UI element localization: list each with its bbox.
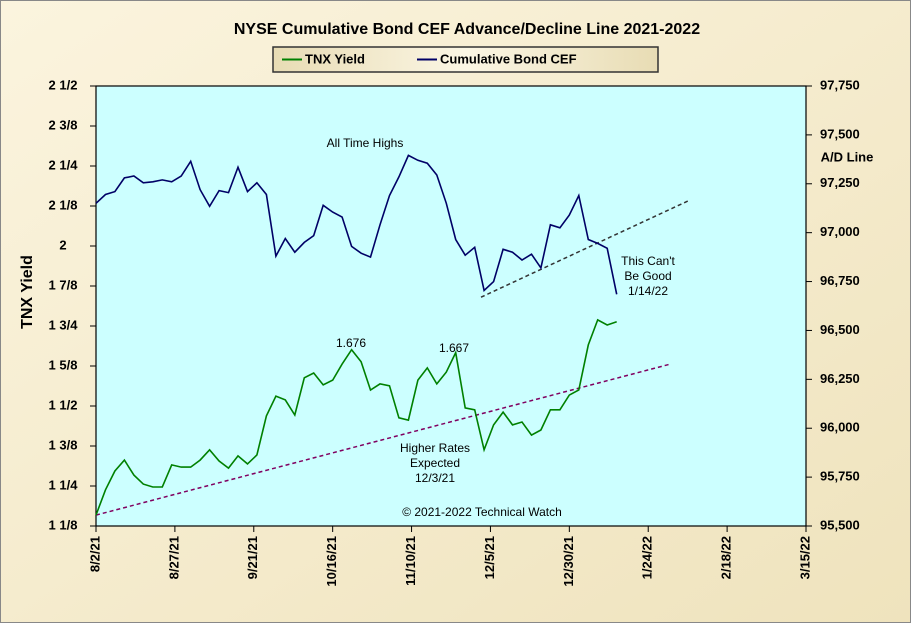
- y-tick-label: 2 1/4: [49, 157, 79, 172]
- trend-line: [95, 363, 671, 516]
- annotation: 1.676: [336, 336, 366, 350]
- chart-title: NYSE Cumulative Bond CEF Advance/Decline…: [234, 21, 700, 38]
- x-tick-label: 9/21/21: [245, 536, 260, 579]
- annotation: © 2021-2022 Technical Watch: [402, 505, 562, 519]
- x-tick-label: 8/2/21: [87, 536, 102, 572]
- x-tick-label: 2/18/22: [719, 536, 734, 579]
- x-tick-label: 3/15/22: [797, 536, 812, 579]
- annotation: All Time Highs: [327, 136, 404, 150]
- trend-line: [480, 199, 690, 298]
- legend-label: Cumulative Bond CEF: [440, 51, 577, 66]
- legend-label: TNX Yield: [305, 51, 365, 66]
- legend: [272, 46, 659, 73]
- annotation: 1/14/22: [628, 284, 668, 298]
- y2-tick-label: 97,000: [820, 224, 860, 239]
- y2-tick-label: 96,250: [820, 371, 860, 386]
- series-line: [95, 154, 618, 295]
- y-tick-label: 1 5/8: [49, 357, 78, 372]
- y2-tick-label: 95,500: [820, 517, 860, 532]
- x-tick-label: 11/10/21: [403, 536, 418, 586]
- x-tick-label: 12/5/21: [482, 536, 497, 579]
- y-tick-label: 2: [59, 237, 66, 252]
- y-tick-label: 1 1/8: [49, 517, 78, 532]
- y-tick-label: 1 1/4: [49, 477, 79, 492]
- y-tick-label: 2 1/2: [49, 77, 78, 92]
- x-tick-label: 10/16/21: [324, 536, 339, 587]
- y-tick-label: 1 1/2: [49, 397, 78, 412]
- y2-tick-label: 96,000: [820, 420, 860, 435]
- plot-area: [95, 85, 807, 527]
- y2-tick-label: 97,250: [820, 175, 860, 190]
- y-tick-label: 2 3/8: [49, 117, 78, 132]
- y-tick-label: 1 3/8: [49, 437, 78, 452]
- series-line: [95, 318, 617, 516]
- annotation: Expected: [410, 456, 460, 470]
- y2-tick-label: 97,500: [820, 126, 860, 141]
- x-tick-label: 1/24/22: [640, 536, 655, 579]
- y-tick-label: 1 3/4: [49, 317, 79, 332]
- y2-tick-label: 97,750: [820, 77, 860, 92]
- x-tick-label: 8/27/21: [166, 536, 181, 579]
- y-axis-label: TNX Yield: [19, 255, 36, 329]
- y2-tick-label: 95,750: [820, 469, 860, 484]
- x-tick-label: 12/30/21: [561, 536, 576, 587]
- annotation: 12/3/21: [415, 471, 455, 485]
- y-tick-label: 2 1/8: [49, 197, 78, 212]
- y2-tick-label: 96,750: [820, 273, 860, 288]
- annotation: Be Good: [624, 269, 671, 283]
- y2-tick-label: 96,500: [820, 322, 860, 337]
- annotation: This Can't: [621, 254, 675, 268]
- y-tick-label: 1 7/8: [49, 277, 78, 292]
- annotation: Higher Rates: [400, 441, 470, 455]
- y2-axis-label: A/D Line: [821, 149, 874, 164]
- annotation: 1.667: [439, 341, 469, 355]
